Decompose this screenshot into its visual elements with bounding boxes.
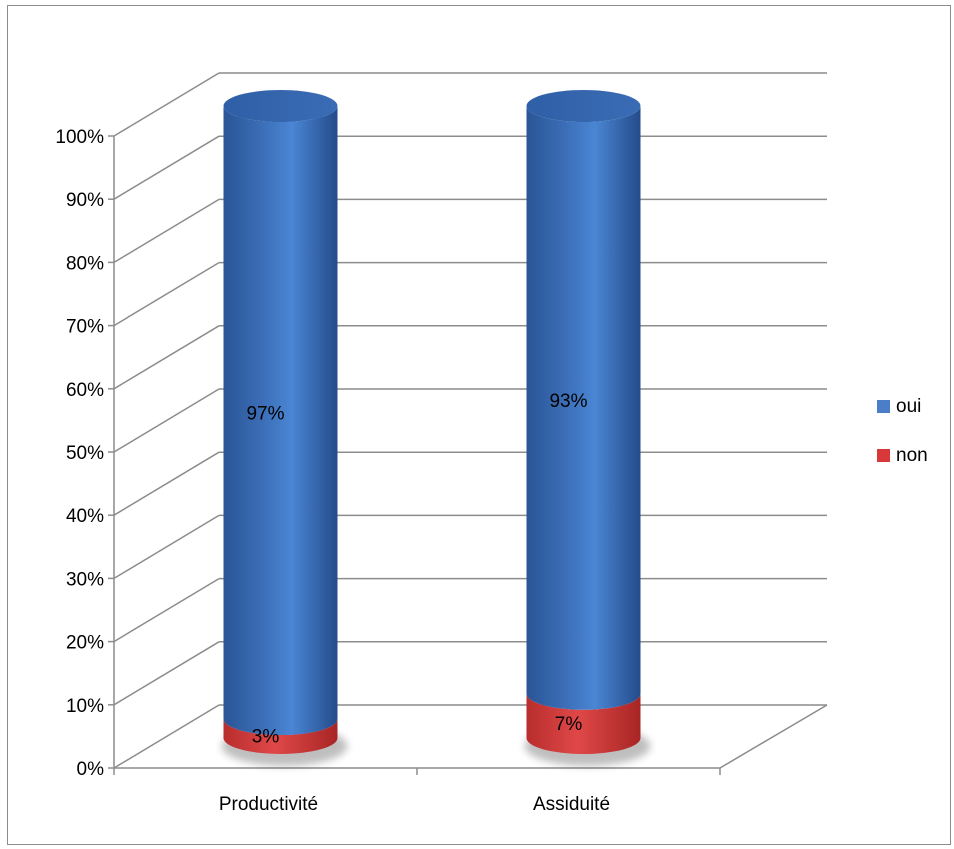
- legend-label-non: non: [896, 445, 928, 466]
- gridlines: [113, 72, 827, 769]
- y-tick-label: 0%: [77, 759, 105, 780]
- bars: [221, 90, 651, 766]
- side-gridline: [113, 261, 220, 327]
- y-tick-label: 40%: [66, 506, 104, 527]
- data-label: 93%: [549, 391, 587, 412]
- floor-right-edge: [719, 704, 828, 769]
- side-gridline: [113, 388, 220, 453]
- axes: [108, 135, 828, 775]
- side-gridline: [113, 577, 220, 643]
- bar-non: [526, 693, 641, 754]
- bar-group: [524, 90, 651, 766]
- y-tick-label: 100%: [55, 127, 104, 148]
- side-gridline: [113, 451, 220, 516]
- y-tick-label: 20%: [66, 633, 104, 654]
- bar-top-cap: [223, 90, 338, 122]
- legend-swatch-non: [877, 449, 890, 462]
- bar-top-cap: [526, 90, 641, 122]
- category-label: Assiduité: [533, 794, 610, 815]
- y-tick-label: 50%: [66, 443, 104, 464]
- y-axis-tick-labels: 0% 10% 20% 30% 40% 50% 60% 70% 80% 90% 100%: [55, 127, 104, 780]
- legend-swatch-oui: [877, 400, 890, 413]
- y-tick-label: 30%: [66, 569, 104, 590]
- y-tick-label: 70%: [66, 317, 104, 338]
- y-tick-label: 80%: [66, 253, 104, 274]
- side-gridline: [113, 325, 220, 390]
- bar-oui: [526, 106, 641, 710]
- data-label: 7%: [555, 714, 583, 735]
- side-gridline: [113, 641, 220, 706]
- data-label: 3%: [252, 727, 280, 748]
- category-label: Productivité: [219, 794, 318, 815]
- y-tick-label: 90%: [66, 190, 104, 211]
- y-tick-label: 10%: [66, 696, 104, 717]
- side-gridline: [113, 135, 220, 200]
- bar-oui: [223, 106, 338, 736]
- y-tick-label: 60%: [66, 380, 104, 401]
- side-gridline: [113, 514, 220, 580]
- legend: oui non: [877, 396, 928, 466]
- bar-non: [223, 719, 338, 754]
- side-gridline: [113, 72, 220, 137]
- side-gridline: [113, 198, 220, 264]
- category-labels: Productivité Assiduité: [219, 794, 610, 815]
- side-gridline: [113, 704, 220, 769]
- data-labels: 3% 97% 7% 93%: [246, 391, 587, 748]
- bar-group: [221, 90, 348, 766]
- legend-label-oui: oui: [896, 396, 921, 417]
- data-label: 97%: [246, 404, 284, 425]
